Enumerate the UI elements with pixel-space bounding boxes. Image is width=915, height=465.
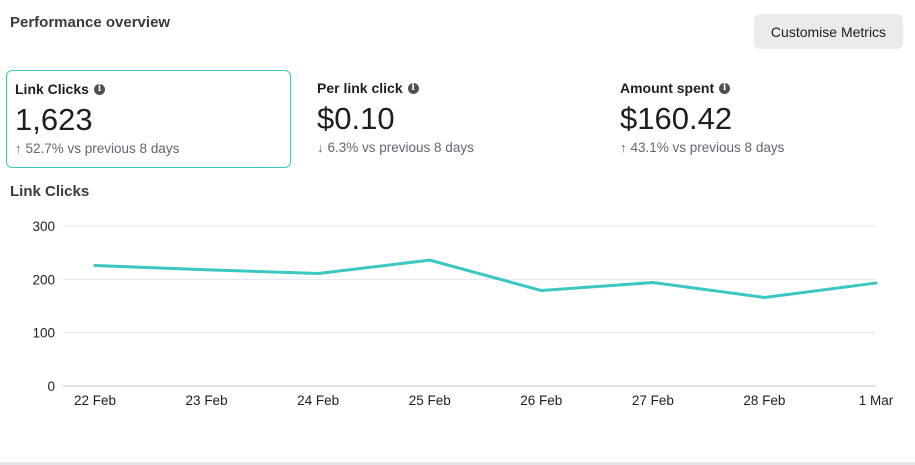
y-tick-label: 300: [32, 219, 55, 234]
metric-label: Per link click i: [317, 80, 586, 96]
x-tick-label: 23 Feb: [186, 393, 228, 408]
y-tick-label: 100: [32, 326, 55, 341]
metric-card-per-link-click[interactable]: Per link click i $0.10 ↓ 6.3% vs previou…: [309, 70, 594, 168]
data-point: [651, 281, 655, 285]
metric-label: Amount spent i: [620, 80, 889, 96]
data-point: [316, 271, 320, 275]
x-tick-label: 25 Feb: [409, 393, 451, 408]
metric-label-text: Link Clicks: [15, 81, 89, 97]
metric-value: $160.42: [620, 101, 733, 136]
x-tick-label: 26 Feb: [520, 393, 562, 408]
arrow-up-icon: ↑: [15, 141, 22, 157]
metric-label-text: Per link click: [317, 80, 403, 96]
info-icon[interactable]: i: [719, 82, 731, 94]
data-point: [762, 295, 766, 299]
data-point: [874, 281, 878, 285]
y-tick-label: 0: [47, 379, 55, 394]
x-tick-label: 22 Feb: [74, 393, 116, 408]
chart-title: Link Clicks: [10, 183, 90, 200]
metric-value: $0.10: [317, 101, 395, 136]
x-tick-label: 28 Feb: [743, 393, 785, 408]
series-line: [93, 258, 878, 299]
metric-label-text: Amount spent: [620, 80, 715, 96]
bottom-divider: [0, 462, 915, 465]
metric-card-amount-spent[interactable]: Amount spent i $160.42 ↑ 43.1% vs previo…: [612, 70, 897, 168]
metric-change: ↑ 43.1% vs previous 8 days: [620, 140, 889, 155]
metric-change: ↓ 6.3% vs previous 8 days: [317, 140, 586, 155]
metric-label: Link Clicks i: [15, 81, 282, 97]
arrow-down-icon: ↓: [317, 140, 324, 156]
data-point: [93, 263, 97, 267]
y-tick-label: 200: [32, 272, 55, 287]
metric-change: ↑ 52.7% vs previous 8 days: [15, 141, 282, 156]
x-tick-label: 24 Feb: [297, 393, 339, 408]
metric-change-text: 6.3% vs previous 8 days: [327, 140, 474, 156]
x-tick-label: 1 Mar: [859, 393, 894, 408]
data-point: [428, 258, 432, 262]
panel-title: Performance overview: [10, 14, 171, 31]
metric-change-text: 43.1% vs previous 8 days: [630, 140, 785, 156]
x-tick-label: 27 Feb: [632, 393, 674, 408]
data-point: [205, 268, 209, 272]
info-icon[interactable]: i: [93, 83, 105, 95]
data-point: [539, 289, 543, 293]
customise-metrics-button[interactable]: Customise Metrics: [754, 14, 903, 49]
arrow-up-icon: ↑: [620, 140, 627, 156]
metric-card-link-clicks[interactable]: Link Clicks i 1,623 ↑ 52.7% vs previous …: [6, 70, 291, 168]
metric-value: 1,623: [15, 102, 93, 137]
metric-change-text: 52.7% vs previous 8 days: [25, 141, 180, 157]
info-icon[interactable]: i: [407, 82, 419, 94]
